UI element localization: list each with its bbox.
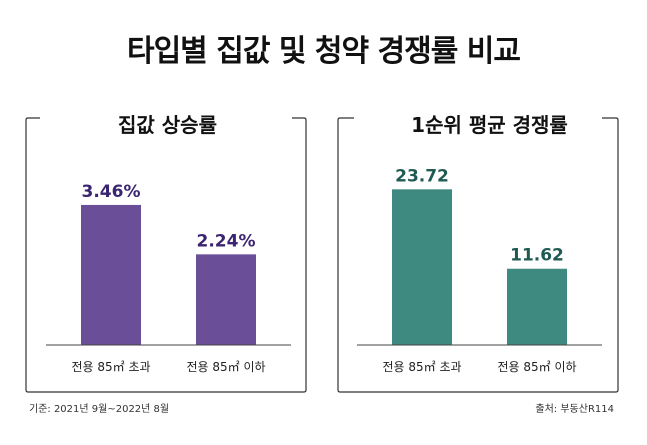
- panel-title-competition-rate: 1순위 평균 경쟁률: [384, 109, 595, 138]
- bar-1: [81, 204, 141, 345]
- panel-frame-left: [25, 117, 307, 393]
- bar-1: [392, 189, 452, 345]
- category-label-2: 전용 85㎡ 이하: [186, 360, 265, 374]
- footnote-period: 기준: 2021년 9월~2022년 8월: [29, 404, 170, 415]
- category-label-1: 전용 85㎡ 초과: [382, 360, 461, 374]
- panel-title-home-price: 집값 상승률: [92, 109, 243, 138]
- data-label-1: 3.46%: [82, 182, 141, 202]
- footnote-source: 출처: 부동산R114: [535, 404, 614, 415]
- bar-2: [507, 268, 567, 345]
- data-label-2: 2.24%: [197, 231, 256, 251]
- category-label-2: 전용 85㎡ 이하: [497, 360, 576, 374]
- chart-title: 타입별 집값 및 청약 경쟁률 비교: [126, 34, 521, 69]
- category-label-1: 전용 85㎡ 초과: [71, 360, 150, 374]
- bar-chart-home-price: 3.46% 전용 85㎡ 초과 2.24% 전용 85㎡ 이하: [46, 182, 291, 374]
- bar-2: [196, 254, 256, 345]
- panel-frame-right: [337, 117, 619, 393]
- bar-chart-competition-rate: 23.72 전용 85㎡ 초과 11.62 전용 85㎡ 이하: [357, 166, 602, 374]
- data-label-2: 11.62: [510, 246, 564, 266]
- data-label-1: 23.72: [395, 166, 449, 186]
